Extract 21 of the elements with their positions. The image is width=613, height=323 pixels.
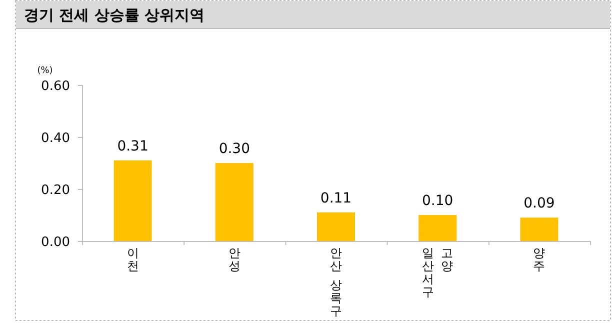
bar — [418, 215, 457, 241]
y-tick-label: 0.40 — [41, 131, 70, 146]
bar — [520, 218, 558, 241]
data-label: 0.30 — [218, 141, 250, 157]
x-tick-label: 고양 일산서구 — [422, 246, 454, 299]
y-tick-label: 0.00 — [41, 235, 70, 250]
x-tick-label: 안성 — [228, 246, 240, 273]
chart-title: 경기 전세 상승률 상위지역 — [24, 6, 205, 24]
bar — [215, 163, 254, 241]
x-tick-label: 안산 상록구 — [330, 246, 342, 318]
data-label: 0.09 — [524, 196, 555, 212]
bar — [317, 212, 355, 241]
bar — [114, 160, 152, 241]
data-label: 0.10 — [422, 193, 454, 209]
data-label: 0.11 — [320, 190, 352, 206]
x-tick-label: 양주 — [533, 246, 546, 273]
x-tick-label: 이천 — [126, 246, 139, 273]
y-tick-label: 0.20 — [41, 183, 70, 198]
y-tick-label: 0.60 — [41, 79, 70, 94]
data-label: 0.31 — [117, 138, 148, 154]
y-axis-title: (%) — [37, 66, 53, 76]
